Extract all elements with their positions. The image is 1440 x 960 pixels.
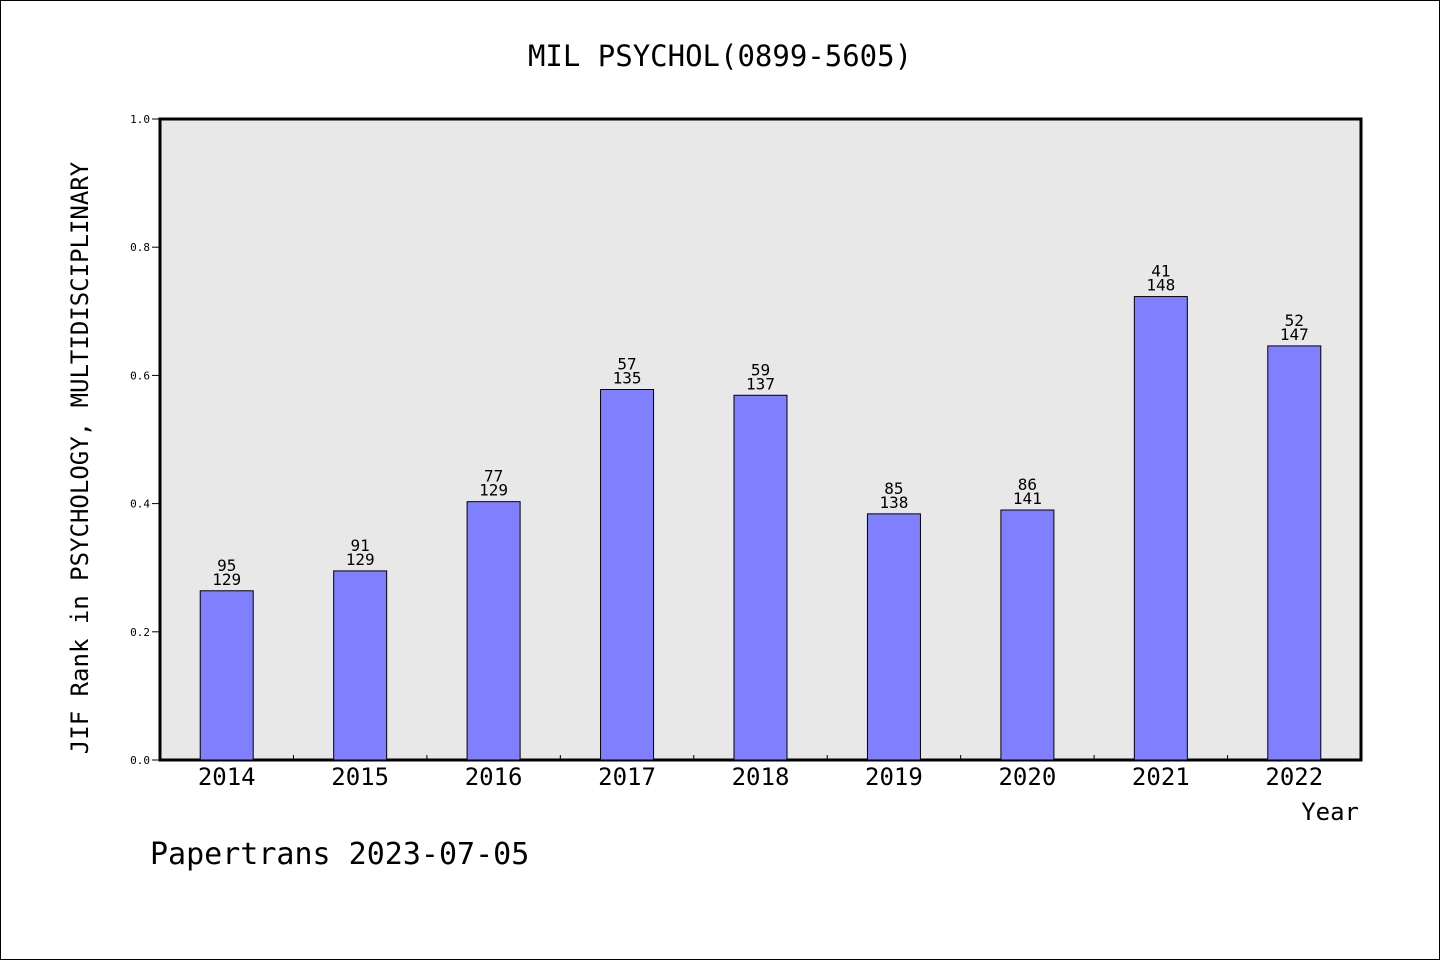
bar-rank-label: 57	[617, 355, 636, 374]
y-tick-label: 0.0	[130, 754, 150, 767]
y-tick-label: 0.4	[130, 498, 150, 511]
bar-total-label: 148	[1146, 276, 1175, 295]
bar-rank-label: 77	[484, 467, 503, 486]
y-axis-label: JIF Rank in PSYCHOLOGY, MULTIDISCIPLINAR…	[66, 161, 94, 754]
x-tick-label: 2014	[198, 763, 256, 791]
bar-2015	[333, 570, 388, 761]
x-tick-label: 2020	[998, 763, 1056, 791]
y-tick-label: 0.6	[130, 369, 150, 382]
y-axis: 0.0 0.2 0.4 0.6 0.8 1.0	[130, 113, 160, 767]
bars-group	[199, 296, 1322, 761]
footer-text: Papertrans 2023-07-05	[150, 837, 529, 872]
bar-rank-label: 59	[751, 360, 770, 379]
x-tick-label: 2017	[598, 763, 656, 791]
bar-2022	[1267, 345, 1322, 761]
chart-title: MIL PSYCHOL(0899-5605)	[528, 39, 912, 73]
bar-2014	[199, 590, 254, 761]
bar-rank-label: 95	[217, 556, 236, 575]
bar-rank-label: 86	[1018, 475, 1037, 494]
bar-rank-label: 91	[351, 536, 370, 555]
bar-rank-label: 52	[1285, 311, 1304, 330]
x-tick-label: 2015	[331, 763, 389, 791]
x-axis: 2014 2015 2016 2017 2018 2019 2020 2021 2022	[198, 755, 1323, 791]
bar-total-label: 129	[212, 570, 241, 589]
y-tick-label: 0.2	[130, 626, 150, 639]
x-tick-label: 2016	[465, 763, 523, 791]
bar-total-label: 138	[879, 493, 908, 512]
x-tick-label: 2021	[1132, 763, 1190, 791]
bar-total-label: 129	[346, 550, 375, 569]
bar-2017	[600, 389, 655, 761]
y-tick-label: 1.0	[130, 113, 150, 126]
bar-total-label: 129	[479, 481, 508, 500]
y-tick-label: 0.8	[130, 241, 150, 254]
x-tick-label: 2018	[732, 763, 790, 791]
bar-total-label: 135	[613, 369, 642, 388]
bar-2020	[1000, 509, 1055, 761]
bar-2019	[866, 513, 921, 761]
bar-2018	[733, 394, 788, 761]
bar-2021	[1133, 296, 1188, 761]
bar-total-label: 147	[1280, 325, 1309, 344]
bar-total-label: 141	[1013, 489, 1042, 508]
bar-total-label: 137	[746, 374, 775, 393]
x-tick-label: 2019	[865, 763, 923, 791]
bar-rank-label: 85	[884, 479, 903, 498]
x-axis-label: Year	[1301, 798, 1359, 826]
bar-rank-label: 41	[1151, 262, 1170, 281]
x-tick-label: 2022	[1265, 763, 1323, 791]
bar-2016	[466, 501, 521, 761]
